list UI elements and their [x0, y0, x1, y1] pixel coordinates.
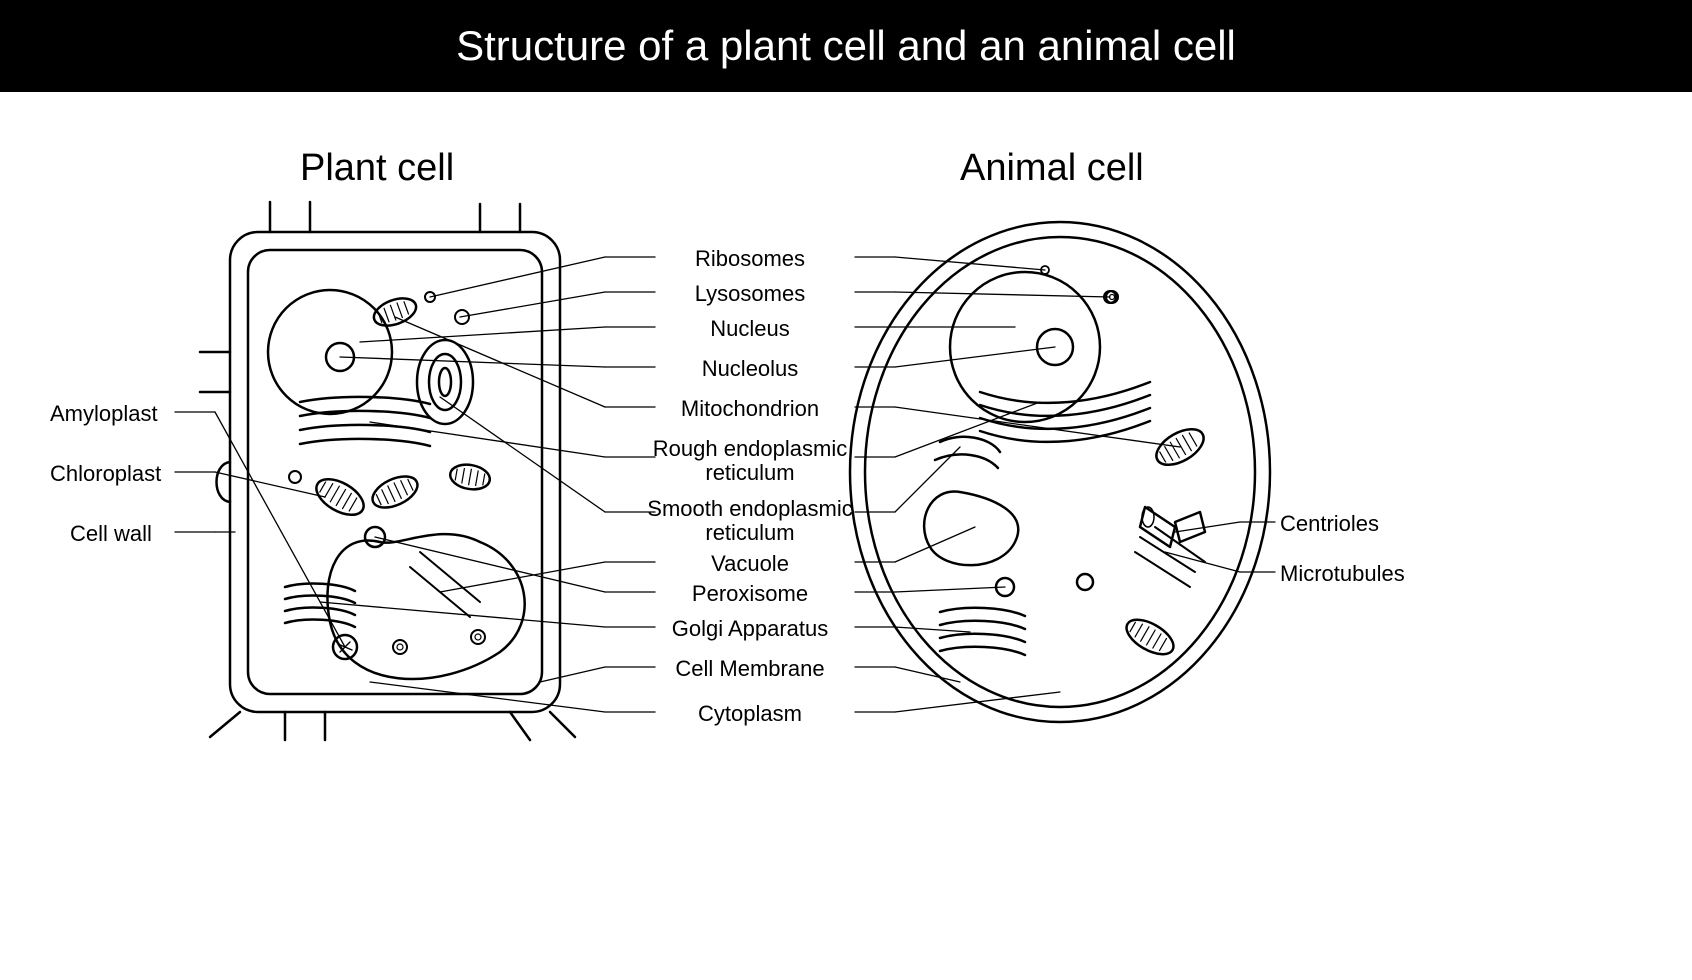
diagram-area: Plant cell Animal cell Ribosomes Lysosom… — [0, 92, 1692, 952]
cells-illustration — [0, 92, 1692, 952]
page-title: Structure of a plant cell and an animal … — [0, 0, 1692, 92]
